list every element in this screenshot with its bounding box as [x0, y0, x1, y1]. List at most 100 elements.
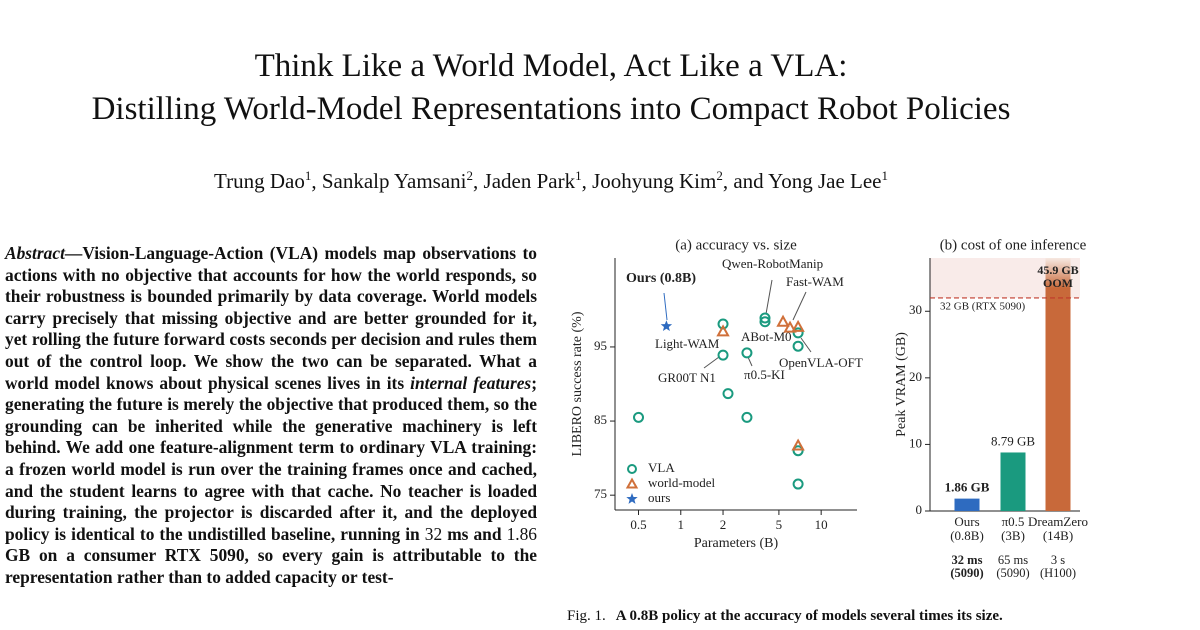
point	[716, 324, 730, 337]
point	[759, 316, 771, 328]
abstract-text: Vision-Language-Action (VLA) models map …	[5, 243, 537, 393]
abstract-text: 1.86	[506, 523, 537, 544]
point	[791, 438, 805, 451]
y-axis-label: Peak VRAM (GB)	[894, 332, 909, 437]
bar-value-label: 8.79 GB	[991, 433, 1035, 448]
abstract-dash: —	[64, 243, 83, 263]
author-affiliation: 1	[575, 168, 582, 183]
title-line: Distilling World-Model Representations i…	[91, 91, 1011, 127]
x-tick-label: 0.5	[630, 517, 646, 532]
annotation: ABot-M0	[741, 329, 792, 344]
author-affiliation: 2	[466, 168, 474, 183]
bar-value-label: 1.86 GB	[945, 480, 990, 495]
x-tick-label: 10	[815, 517, 828, 532]
chart-title: (b) cost of one inference	[940, 237, 1087, 253]
author-affiliation: 2	[716, 168, 723, 183]
leader-line	[792, 291, 807, 321]
bar	[1000, 452, 1026, 511]
point	[633, 411, 645, 423]
point	[722, 388, 734, 400]
author-separator: , and	[722, 169, 769, 193]
title-line: Think Like a World Model, Act Like a VLA…	[254, 48, 848, 84]
point	[792, 478, 804, 490]
point	[741, 411, 753, 423]
abstract-text: GB on a consumer RTX 5090, so every gain…	[5, 545, 537, 587]
abstract-text: ms and	[442, 523, 507, 544]
bar-value-label: 45.9 GB	[1037, 263, 1078, 277]
author-separator: ,	[473, 169, 484, 193]
bars	[954, 258, 1071, 511]
y-axis-label: LIBERO success rate (%)	[570, 311, 585, 456]
author-name: Trung Dao	[214, 169, 305, 193]
abstract-text: internal features	[410, 372, 532, 393]
bar	[954, 498, 980, 511]
author-separator: ,	[581, 169, 593, 193]
leader-line	[703, 356, 720, 369]
x-tick-label: π0.5	[1002, 514, 1025, 529]
x-tick-sublabel: (14B)	[1043, 528, 1073, 543]
point	[627, 464, 637, 474]
latency-label: 65 ms	[998, 553, 1028, 567]
overflow-note: OOM	[1043, 276, 1073, 290]
author-separator: ,	[311, 169, 322, 193]
annotation: Light-WAM	[655, 336, 720, 351]
x-tick-label: 5	[776, 517, 783, 532]
caption-text: A 0.8B policy at the accuracy of models …	[615, 608, 1003, 624]
author-name: Joohyung Kim	[592, 169, 717, 193]
point	[626, 493, 638, 504]
latency-sublabel: (5090)	[950, 566, 983, 580]
caption: Fig. 1. A 0.8B policy at the accuracy of …	[567, 608, 1003, 625]
annotation: Fast-WAM	[786, 274, 844, 289]
x-tick-label: 2	[720, 517, 727, 532]
y-tick-label: 30	[909, 302, 922, 317]
point	[759, 312, 771, 324]
point	[660, 320, 673, 331]
annotation: Qwen-RobotManip	[722, 256, 823, 271]
y-tick-label: 75	[594, 486, 607, 501]
point	[783, 320, 797, 333]
x-tick-label: DreamZero	[1028, 514, 1088, 529]
legend-label: VLA	[648, 460, 675, 475]
point	[717, 318, 729, 330]
point	[776, 314, 790, 327]
y-tick-label: 20	[909, 369, 922, 384]
annotation: π0.5-KI	[744, 367, 785, 382]
leader-line	[765, 279, 773, 315]
abstract-label: Abstract	[5, 243, 65, 263]
reference-label: 32 GB (RTX 5090)	[940, 300, 1026, 312]
x-axis-label: Parameters (B)	[694, 536, 779, 551]
author-affiliation: 1	[881, 168, 889, 183]
abstract: Abstract—Vision-Language-Action (VLA) mo…	[5, 243, 537, 589]
latency-label: 3 s	[1051, 553, 1065, 567]
x-tick-sublabel: (3B)	[1001, 528, 1025, 543]
author-name: Jaden Park	[483, 169, 576, 193]
point	[792, 327, 804, 339]
point	[741, 347, 753, 359]
caption-label: Fig. 1.	[567, 608, 606, 624]
latency-label: 32 ms	[952, 553, 983, 567]
leader-line	[663, 292, 668, 321]
point	[792, 445, 804, 457]
author-name: Sankalp Yamsani	[321, 169, 467, 193]
abstract-text: 32	[424, 523, 443, 544]
bar-fade	[1045, 258, 1071, 511]
leader-line	[800, 337, 812, 353]
legend-label: world-model	[648, 475, 716, 490]
leader-line	[747, 356, 753, 367]
y-tick-label: 10	[909, 435, 922, 450]
y-tick-label: 0	[916, 502, 923, 517]
chart-title: (a) accuracy vs. size	[675, 237, 797, 253]
legend-label: ours	[648, 490, 670, 505]
authors: Trung Dao1, Sankalp Yamsani2, Jaden Park…	[0, 168, 1102, 194]
latency-sublabel: (H100)	[1040, 566, 1076, 580]
y-tick-label: 95	[594, 338, 607, 353]
latency-sublabel: (5090)	[996, 566, 1029, 580]
author-name: Yong Jae Lee	[768, 169, 882, 193]
x-tick-sublabel: (0.8B)	[950, 528, 984, 543]
point	[792, 340, 804, 352]
point	[717, 349, 729, 361]
x-tick-label: 1	[678, 517, 685, 532]
annotation: OpenVLA-OFT	[779, 355, 863, 370]
